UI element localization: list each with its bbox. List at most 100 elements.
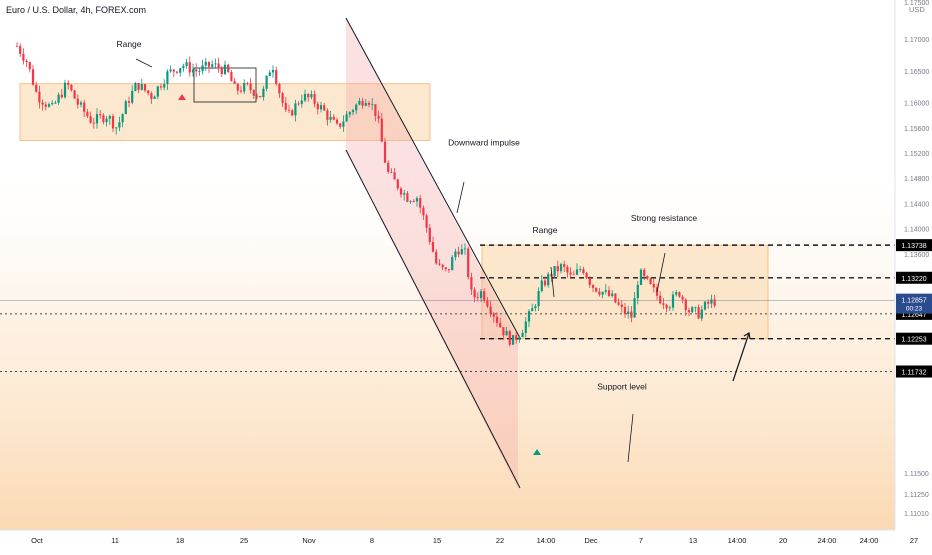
down-marker-icon [178,94,186,100]
level-badge-label: 1.12647 [901,312,926,319]
x-tick-label: 8 [370,536,374,545]
candle-body [339,123,342,127]
candle-body [380,118,383,142]
candle-body [697,307,700,319]
candle-body [559,264,563,272]
channel-lower-line [345,149,521,489]
candle-body [671,294,675,308]
x-tick-label: 24:00 [818,536,837,545]
candle-body [390,171,393,173]
candle-body [156,86,159,97]
forecast-arrow-head [743,332,751,340]
candle-body [483,291,486,301]
candle-body [611,293,614,297]
candle-body [268,72,271,76]
candle-body [188,62,191,73]
level-badge [896,239,932,252]
candle-body [105,118,108,123]
candle-body [710,299,713,304]
candle-body [527,311,531,322]
x-tick-label: 15 [433,536,441,545]
candle-body [694,307,697,308]
candle-body [275,69,278,85]
candle-body [220,68,223,75]
y-tick-label: 1.16500 [904,69,929,76]
candle-body [396,179,399,189]
candle-body [575,269,579,275]
x-tick-label: 27 [910,536,918,545]
candle-body [364,102,367,106]
annotation-label: Range [532,225,557,235]
candle-body [412,201,415,202]
level-badge-label: 1.13220 [901,276,926,283]
time-axis[interactable] [0,530,895,550]
y-tick-label: 1.11250 [904,492,929,499]
candle-body [649,278,652,284]
candles [15,42,716,347]
candle-body [239,90,243,92]
x-tick-label: 11 [111,536,119,545]
candle-body [38,91,41,103]
y-axis-labels: 1.17000 1.16500 1.16000 1.15600 1.15200 1.148… [904,0,929,518]
candle-body [291,110,294,116]
candle-body [639,269,643,285]
candle-body [486,300,489,307]
arrow [656,252,666,293]
x-tick-label: 7 [639,536,643,545]
candle-body [630,311,633,318]
candle-body [281,93,284,103]
candle-body [345,114,348,122]
candle-body [223,64,227,75]
level-badge-label: 1.12253 [901,337,926,344]
candle-body [303,93,307,101]
candle-body [572,274,575,276]
candle-body [543,280,547,286]
y-tick-label: 1.11010 [904,511,929,518]
candle-body [521,332,524,338]
candle-body [636,284,639,299]
candle-body [700,309,703,319]
y-tick-label: 1.16000 [904,101,929,108]
level-badge [896,271,932,284]
candle-body [467,248,470,278]
level-badge [896,365,932,378]
candle-body [313,94,316,104]
candle-body [287,109,291,111]
current-price-badge [896,293,932,314]
candle-body [662,303,665,305]
candle-body [169,69,172,72]
chart-title: Euro / U.S. Dollar, 4h, FOREX.com [6,5,146,15]
candle-body [79,102,83,105]
levels [0,244,895,372]
candle-body [319,105,323,110]
candle-body [67,82,70,85]
x-tick-label: Nov [302,536,316,545]
candle-body [323,105,326,111]
candle-body [579,269,582,270]
candle-body [454,251,457,258]
candle-body [627,311,630,315]
candle-body [41,102,44,105]
candle-body [124,101,127,115]
candle-body [243,82,246,92]
candle-body [668,307,671,309]
candle-body [278,84,281,94]
candle-body [524,321,527,333]
candle-body [470,277,473,290]
candle-body [22,53,25,61]
candle-body [86,111,89,117]
candle-body [438,263,441,265]
candle-body [489,306,492,314]
candle-body [227,64,230,72]
x-tick-label: Oct [31,536,44,545]
candle-body [51,103,54,105]
candle-body [387,162,390,172]
annotation-label: Strong resistance [631,213,697,223]
candle-body [515,335,518,340]
candle-body [329,116,332,120]
x-tick-label: Dec [584,536,598,545]
x-axis-labels: Oct 11 18 25 Nov 8 15 22 14:00 Dec 7 13 14:00 20 24:00… [31,536,918,545]
channel-upper-line [345,17,521,339]
